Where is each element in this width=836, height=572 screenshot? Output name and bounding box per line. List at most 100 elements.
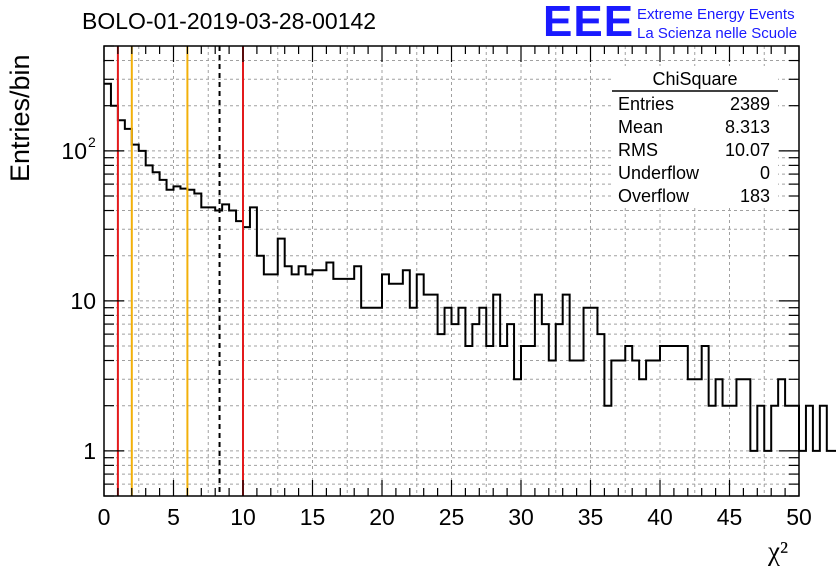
histogram-bin [577, 361, 584, 496]
histogram-bin [368, 308, 375, 496]
histogram-bin [222, 204, 229, 496]
histogram-bin [285, 266, 292, 496]
x-tick-label: 50 [786, 504, 812, 530]
histogram-bin [653, 361, 660, 496]
histogram-bin [160, 180, 167, 496]
histogram-bin [257, 256, 264, 496]
histogram-bin [361, 308, 368, 496]
histogram-bin [250, 207, 257, 496]
histogram-bin [778, 379, 785, 496]
histogram-bin [563, 295, 570, 496]
histogram-bin [153, 172, 160, 496]
histogram-bin [660, 346, 667, 496]
histogram-bin [688, 379, 695, 496]
histogram-bin [646, 361, 653, 496]
histogram-bin [716, 379, 723, 496]
histogram-bin [326, 263, 333, 496]
histogram-bin [389, 284, 396, 496]
histogram-bin [313, 270, 320, 496]
histogram-bin [757, 406, 764, 496]
histogram-bin [639, 379, 646, 496]
histogram-bin [827, 451, 834, 496]
histogram-bin [403, 270, 410, 496]
histogram-bin [584, 308, 591, 496]
histogram-bin [347, 279, 354, 496]
histogram-bin [174, 186, 181, 496]
histogram-bin [396, 284, 403, 496]
histogram-bin [299, 266, 306, 496]
histogram-bin [493, 295, 500, 496]
histogram-bin [472, 324, 479, 496]
histogram-bin [813, 451, 820, 496]
histogram-bin [570, 361, 577, 496]
histogram-bin [354, 266, 361, 496]
histogram-bin [611, 361, 618, 496]
histogram-bin [208, 207, 215, 496]
histogram-bin [438, 334, 445, 496]
histogram-bin [118, 120, 125, 496]
histogram-bin [521, 346, 528, 496]
logo-caption: Extreme Energy Events La Scienza nelle S… [637, 5, 797, 43]
stats-label: RMS [618, 140, 658, 160]
x-tick-label: 20 [369, 504, 395, 530]
histogram-bin [180, 189, 187, 496]
histogram-bin [410, 308, 417, 496]
x-tick-label: 45 [717, 504, 743, 530]
x-tick-label: 25 [439, 504, 465, 530]
x-tick-label: 10 [230, 504, 256, 530]
histogram-bin [236, 221, 243, 496]
eee-logo: EEE [543, 0, 635, 46]
histogram-bin [431, 295, 438, 496]
histogram-bin [417, 274, 424, 496]
y-tick-label: 10 [61, 138, 87, 164]
histogram-bin [479, 308, 486, 496]
histogram-bin [743, 379, 750, 496]
histogram-bin [500, 346, 507, 496]
histogram-bin [278, 239, 285, 496]
histogram-bin [730, 406, 737, 496]
histogram-bin [375, 308, 382, 496]
stats-box [612, 66, 778, 208]
histogram-bin [771, 406, 778, 496]
histogram-bin [667, 346, 674, 496]
histogram-bin [139, 151, 146, 496]
histogram-bin [709, 406, 716, 496]
histogram-bin [681, 346, 688, 496]
histogram-bin [243, 227, 250, 496]
histogram-bin [104, 84, 111, 496]
stats-value: 10.07 [725, 140, 770, 160]
histogram-bin [625, 346, 632, 496]
histogram-bin [764, 451, 771, 496]
logo-line2: La Scienza nelle Scuole [637, 25, 798, 42]
x-tick-label: 35 [578, 504, 604, 530]
x-tick-label: 40 [647, 504, 673, 530]
y-tick-label: 1 [83, 438, 96, 464]
stats-value: 2389 [730, 94, 770, 114]
histogram-bin [333, 279, 340, 496]
histogram-bin [382, 274, 389, 496]
histogram-bin [340, 279, 347, 496]
histogram-bin [146, 165, 153, 496]
histogram-bin [187, 190, 194, 496]
stats-label: Mean [618, 117, 663, 137]
stats-label: Underflow [618, 163, 700, 183]
histogram-bin [201, 207, 208, 496]
stats-value: 183 [740, 186, 770, 206]
histogram-bin [597, 334, 604, 496]
histogram-bin [556, 324, 563, 496]
histogram-bin [820, 406, 827, 496]
histogram-bin [465, 346, 472, 496]
histogram-bin [806, 406, 813, 496]
stats-value: 0 [760, 163, 770, 183]
histogram-bin [271, 274, 278, 496]
histogram-bin [306, 274, 313, 496]
histogram-bin [229, 211, 236, 496]
y-tick-label: 10 [70, 288, 96, 314]
histogram-bin [528, 346, 535, 496]
histogram-bin [319, 270, 326, 496]
histogram-bin [507, 324, 514, 496]
histogram-bin [542, 324, 549, 496]
histogram-bin [514, 379, 521, 496]
y-tick-exponent: 2 [88, 134, 96, 150]
